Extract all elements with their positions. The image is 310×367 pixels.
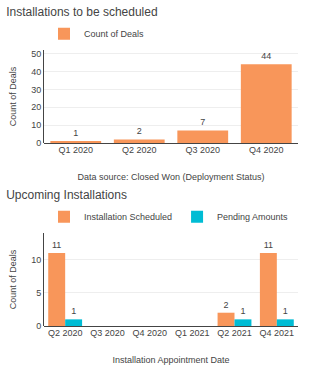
svg-text:Count of Deals: Count of Deals xyxy=(84,29,144,39)
svg-text:Installation Scheduled: Installation Scheduled xyxy=(84,212,172,222)
svg-text:1: 1 xyxy=(240,306,245,316)
svg-text:30: 30 xyxy=(31,85,41,95)
svg-text:Q3 2020: Q3 2020 xyxy=(90,328,125,338)
svg-text:Upcoming Installations: Upcoming Installations xyxy=(6,188,127,202)
svg-text:1: 1 xyxy=(71,306,76,316)
svg-text:Q1 2021: Q1 2021 xyxy=(175,328,210,338)
svg-text:10: 10 xyxy=(31,255,41,265)
svg-text:1: 1 xyxy=(73,128,78,138)
svg-text:Q4 2020: Q4 2020 xyxy=(249,145,284,155)
svg-text:50: 50 xyxy=(31,49,41,59)
svg-text:Q2 2020: Q2 2020 xyxy=(48,328,83,338)
svg-text:Q2 2020: Q2 2020 xyxy=(122,145,157,155)
svg-text:0: 0 xyxy=(36,321,41,331)
svg-text:Installation Appointment Date: Installation Appointment Date xyxy=(112,355,229,365)
svg-text:Q4 2021: Q4 2021 xyxy=(260,328,295,338)
svg-text:Q1 2020: Q1 2020 xyxy=(58,145,93,155)
svg-text:2: 2 xyxy=(224,300,229,310)
svg-text:44: 44 xyxy=(261,51,271,61)
svg-text:Count of Deals: Count of Deals xyxy=(8,249,18,309)
svg-text:Pending Amounts: Pending Amounts xyxy=(217,212,288,222)
svg-text:20: 20 xyxy=(31,102,41,112)
svg-text:Q3 2020: Q3 2020 xyxy=(185,145,220,155)
svg-text:7: 7 xyxy=(200,117,205,127)
svg-text:Installations to be scheduled: Installations to be scheduled xyxy=(6,5,157,19)
svg-text:40: 40 xyxy=(31,67,41,77)
svg-text:Data source: Closed Won (Deplo: Data source: Closed Won (Deployment Stat… xyxy=(78,172,265,182)
svg-text:11: 11 xyxy=(264,240,273,250)
svg-text:0: 0 xyxy=(36,138,41,148)
svg-text:2: 2 xyxy=(137,126,142,136)
svg-text:Q4 2020: Q4 2020 xyxy=(133,328,168,338)
svg-text:5: 5 xyxy=(36,288,41,298)
svg-text:Q2 2021: Q2 2021 xyxy=(217,328,252,338)
svg-text:11: 11 xyxy=(52,240,61,250)
svg-text:Count of Deals: Count of Deals xyxy=(8,66,18,126)
svg-text:1: 1 xyxy=(283,306,288,316)
svg-text:10: 10 xyxy=(31,120,41,130)
